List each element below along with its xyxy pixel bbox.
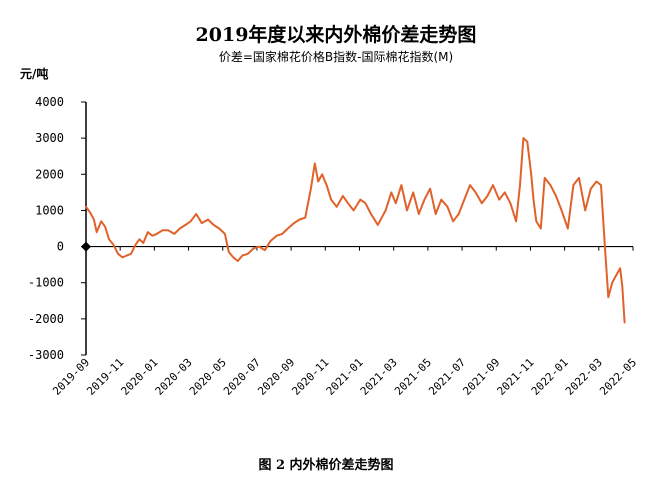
x-tick-label: 2020-05 bbox=[187, 356, 229, 398]
x-tick-label: 2021-11 bbox=[495, 356, 537, 398]
series-line-0 bbox=[85, 137, 626, 324]
x-tick-label: 2021-07 bbox=[426, 356, 468, 398]
x-tick-label: 2021-01 bbox=[324, 356, 366, 398]
y-tick-label: 3000 bbox=[35, 131, 64, 145]
x-tick-label: 2020-01 bbox=[119, 356, 161, 398]
x-tick-label: 2022-01 bbox=[529, 356, 571, 398]
y-tick-label: 2000 bbox=[35, 167, 64, 181]
figure-caption: 图 2 内外棉价差走势图 bbox=[258, 457, 393, 473]
x-tick-label: 2021-05 bbox=[392, 356, 434, 398]
x-tick-label: 2019-09 bbox=[50, 356, 92, 398]
x-tick-label: 2020-09 bbox=[255, 356, 297, 398]
y-tick-label: -1000 bbox=[28, 276, 64, 290]
y-tick-label: 0 bbox=[57, 240, 64, 254]
series-group bbox=[85, 137, 626, 324]
x-tick-label: 2020-07 bbox=[221, 356, 263, 398]
y-axis-unit-label: 元/吨 bbox=[20, 66, 48, 81]
x-tick-label: 2020-11 bbox=[289, 356, 331, 398]
x-tick-label: 2020-03 bbox=[153, 356, 195, 398]
x-axis: 2019-092019-112020-012020-032020-052020-… bbox=[50, 241, 639, 398]
x-tick-label: 2019-11 bbox=[84, 356, 126, 398]
y-axis: 4000 3000 2000 1000 0 -1000 -2000 -3000 bbox=[28, 95, 87, 362]
chart-title: 2019年度以来内外棉价差走势图 bbox=[196, 23, 477, 46]
x-tick-label: 2021-03 bbox=[358, 356, 400, 398]
y-tick-label: -2000 bbox=[28, 312, 64, 326]
y-tick-label: 1000 bbox=[35, 203, 64, 217]
y-tick-label: 4000 bbox=[35, 95, 64, 109]
y-tick-label: -3000 bbox=[28, 348, 64, 362]
x-tick-label: 2022-05 bbox=[597, 356, 639, 398]
x-tick-label: 2021-09 bbox=[460, 356, 502, 398]
chart-subtitle: 价差=国家棉花价格B指数-国际棉花指数(M) bbox=[219, 49, 453, 64]
x-tick-label: 2022-03 bbox=[563, 356, 605, 398]
